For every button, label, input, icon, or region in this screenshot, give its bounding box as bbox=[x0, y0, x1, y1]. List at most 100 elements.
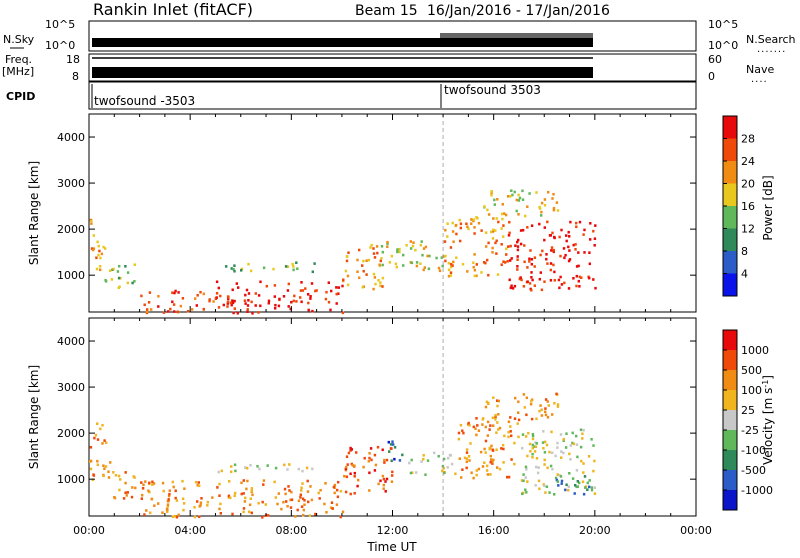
power-echo-cell bbox=[583, 251, 586, 254]
power-colorbar-tick-label: 20 bbox=[741, 178, 755, 191]
velocity-echo-cell bbox=[324, 482, 327, 485]
power-echo-cell bbox=[378, 263, 381, 267]
power-echo-cell bbox=[575, 274, 578, 278]
velocity-echo-cell bbox=[492, 458, 495, 462]
velocity-echo-cell bbox=[535, 465, 538, 469]
power-echo-cell bbox=[346, 283, 350, 287]
x-tick-label: 16:00 bbox=[478, 524, 510, 537]
power-echo-cell bbox=[186, 310, 190, 313]
velocity-echo-cell bbox=[522, 479, 525, 483]
power-echo-cell bbox=[362, 269, 365, 273]
power-echo-cell bbox=[233, 307, 236, 310]
power-echo-cell bbox=[215, 280, 219, 284]
velocity-echo-cell bbox=[546, 415, 550, 419]
velocity-colorbar-tick-label: -500 bbox=[741, 464, 766, 477]
power-echo-cell bbox=[567, 230, 570, 234]
velocity-echo-cell bbox=[576, 455, 579, 459]
velocity-echo-cell bbox=[549, 464, 553, 468]
power-echo-cell bbox=[293, 294, 296, 298]
velocity-colorbar-tick-label: -1000 bbox=[741, 484, 773, 497]
power-echo-cell bbox=[284, 265, 288, 268]
power-echo-cell bbox=[296, 267, 299, 270]
velocity-echo-cell bbox=[368, 456, 371, 460]
power-echo-cell bbox=[541, 249, 544, 253]
power-echo-cell bbox=[398, 250, 401, 254]
power-echo-cell bbox=[265, 284, 268, 288]
power-echo-cell bbox=[511, 193, 514, 197]
power-echo-region bbox=[225, 261, 316, 274]
power-echo-cell bbox=[574, 243, 577, 246]
power-echo-cell bbox=[491, 237, 495, 240]
velocity-echo-cell bbox=[488, 428, 491, 431]
power-echo-cell bbox=[529, 249, 532, 252]
power-echo-cell bbox=[480, 271, 483, 274]
power-echo-cell bbox=[508, 278, 511, 282]
velocity-echo-cell bbox=[450, 462, 454, 466]
power-echo-cell bbox=[361, 285, 364, 289]
velocity-echo-cell bbox=[218, 507, 221, 511]
power-echo-cell bbox=[126, 271, 130, 274]
power-echo-cell bbox=[546, 262, 549, 265]
power-echo-cell bbox=[528, 257, 531, 261]
power-echo-cell bbox=[304, 287, 307, 290]
power-echo-cell bbox=[518, 277, 521, 281]
power-echo-cell bbox=[558, 286, 561, 290]
power-echo-cell bbox=[535, 191, 538, 194]
power-echo-cell bbox=[560, 283, 564, 286]
power-echo-cell bbox=[560, 228, 563, 232]
velocity-echo-cell bbox=[233, 491, 237, 495]
power-echo-cell bbox=[446, 235, 449, 238]
power-echo-cell bbox=[90, 219, 93, 223]
velocity-echo-cell bbox=[556, 441, 559, 445]
velocity-echo-cell bbox=[196, 500, 199, 503]
velocity-echo-cell bbox=[509, 425, 512, 428]
power-echo-cell bbox=[577, 279, 580, 283]
power-echo-cell bbox=[451, 230, 455, 233]
velocity-echo-cell bbox=[531, 446, 534, 450]
velocity-echo-cell bbox=[540, 408, 543, 412]
power-colorbar-swatch bbox=[723, 183, 737, 207]
velocity-echo-cell bbox=[387, 440, 390, 444]
velocity-echo-cell bbox=[470, 471, 473, 475]
velocity-echo-cell bbox=[368, 471, 371, 475]
power-echo-cell bbox=[247, 299, 250, 302]
velocity-echo-cell bbox=[562, 437, 565, 441]
velocity-echo-cell bbox=[463, 456, 467, 460]
power-echo-cell bbox=[521, 198, 525, 201]
power-echo-cell bbox=[396, 250, 399, 254]
power-echo-cell bbox=[526, 266, 529, 269]
velocity-colorbar-swatch bbox=[723, 350, 737, 371]
power-echo-cell bbox=[533, 284, 536, 287]
power-echo-cell bbox=[465, 222, 468, 226]
velocity-echo-cell bbox=[391, 474, 394, 477]
power-echo-cell bbox=[118, 264, 121, 268]
velocity-echo-cell bbox=[534, 484, 537, 487]
velocity-echo-cell bbox=[344, 490, 348, 494]
velocity-echo-cell bbox=[306, 479, 309, 483]
power-echo-cell bbox=[287, 282, 290, 286]
power-echo-cell bbox=[215, 292, 219, 295]
power-echo-cell bbox=[291, 262, 294, 266]
power-echo-cell bbox=[472, 261, 475, 264]
power-echo-cell bbox=[147, 301, 151, 304]
velocity-echo-cell bbox=[433, 451, 436, 455]
velocity-ytick-label: 1000 bbox=[57, 473, 85, 486]
velocity-echo-cell bbox=[537, 479, 541, 483]
velocity-echo-cell bbox=[150, 497, 153, 501]
velocity-echo-cell bbox=[442, 466, 445, 470]
velocity-echo-cell bbox=[353, 471, 356, 475]
velocity-echo-cell bbox=[162, 489, 165, 493]
velocity-echo-cell bbox=[161, 481, 165, 485]
freq-trace bbox=[92, 67, 593, 78]
power-echo-cell bbox=[292, 265, 295, 268]
velocity-echo-cell bbox=[581, 432, 584, 436]
power-echo-region bbox=[380, 240, 445, 273]
velocity-echo-cell bbox=[289, 506, 293, 509]
power-echo-cell bbox=[386, 242, 389, 245]
velocity-echo-cell bbox=[220, 469, 223, 473]
velocity-echo-cell bbox=[151, 483, 154, 486]
velocity-echo-cell bbox=[497, 399, 500, 403]
power-echo-cell bbox=[412, 241, 415, 244]
velocity-echo-cell bbox=[250, 511, 253, 515]
velocity-echo-cell bbox=[172, 485, 175, 489]
